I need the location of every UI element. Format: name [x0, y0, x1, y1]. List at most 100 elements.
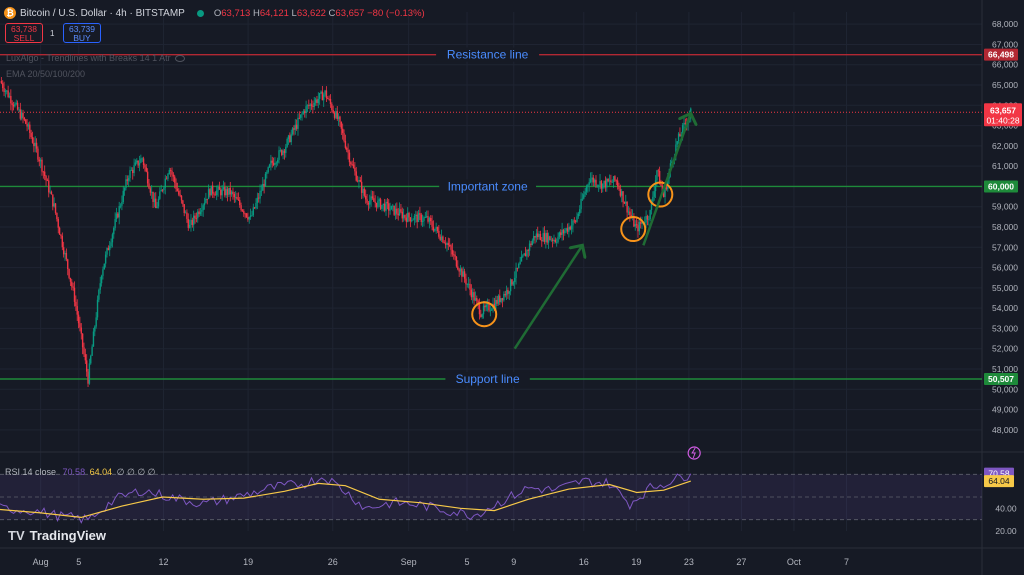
- candle: [37, 148, 39, 160]
- candle: [412, 219, 414, 221]
- symbol-title[interactable]: Bitcoin / U.S. Dollar · 4h · BITSTAMP: [20, 7, 185, 19]
- candle: [439, 236, 441, 241]
- candle: [115, 213, 118, 220]
- level-price-tag: [984, 48, 1018, 61]
- candle: [574, 220, 577, 222]
- candle: [255, 202, 257, 209]
- candle: [371, 196, 374, 199]
- candle: [130, 169, 133, 171]
- candle: [458, 269, 460, 272]
- rsi-legend[interactable]: RSI 14 close 70.58 64.04 ∅ ∅ ∅ ∅: [5, 467, 156, 478]
- x-tick-label: 26: [328, 557, 338, 567]
- candle: [287, 135, 290, 139]
- candle: [547, 236, 550, 243]
- candle: [560, 232, 562, 235]
- candle: [419, 213, 421, 215]
- candle: [511, 279, 513, 285]
- candle: [611, 182, 613, 183]
- candle: [637, 225, 639, 232]
- candle: [570, 225, 573, 230]
- buy-button[interactable]: 63,739 BUY: [63, 23, 101, 43]
- candle: [282, 150, 284, 155]
- candle: [41, 159, 43, 172]
- candle: [518, 263, 520, 269]
- candle: [291, 128, 294, 135]
- candle: [127, 178, 130, 181]
- candle: [11, 103, 13, 105]
- candle: [172, 174, 175, 177]
- candle: [373, 198, 375, 202]
- candle: [658, 170, 661, 185]
- candle: [180, 195, 183, 201]
- candle: [161, 189, 164, 191]
- candle: [148, 183, 150, 189]
- candle: [379, 199, 382, 209]
- candle: [144, 165, 146, 168]
- candle: [95, 317, 97, 327]
- candle: [251, 215, 253, 217]
- candle: [431, 221, 433, 227]
- candle: [83, 347, 85, 355]
- level-price-label: 66,498: [988, 50, 1014, 60]
- candle: [168, 170, 171, 175]
- candle: [625, 201, 627, 204]
- candle: [592, 177, 594, 183]
- candle: [385, 201, 387, 211]
- candle: [133, 165, 135, 174]
- candle: [323, 94, 325, 101]
- sell-button[interactable]: 63,738 SELL: [5, 23, 43, 43]
- candle: [222, 187, 225, 190]
- candle: [572, 220, 574, 226]
- candle: [545, 232, 547, 242]
- candle: [340, 121, 343, 129]
- candle: [397, 213, 399, 216]
- candle: [389, 209, 391, 211]
- candle: [42, 171, 45, 173]
- level-price-label: 60,000: [988, 181, 1014, 191]
- candle: [650, 201, 653, 210]
- candle: [604, 180, 607, 188]
- level-label-bg: [436, 47, 540, 62]
- candle: [228, 187, 230, 195]
- candle: [182, 200, 184, 205]
- low-value: 63,622: [296, 7, 326, 19]
- candle: [149, 188, 152, 193]
- indicator-ema[interactable]: EMA 20/50/100/200: [6, 69, 86, 79]
- candle: [221, 189, 223, 196]
- tradingview-logo[interactable]: TV TradingView: [8, 528, 106, 543]
- candle: [232, 191, 234, 194]
- y-tick-label: 51,000: [992, 364, 1018, 374]
- candle: [301, 113, 303, 115]
- candle: [98, 289, 100, 300]
- candle: [295, 124, 298, 129]
- candle: [367, 202, 370, 205]
- indicator-luxalgo[interactable]: LuxAlgo - Trendlines with Breaks 14 1 At…: [6, 53, 185, 63]
- candle: [54, 203, 57, 213]
- x-tick-label: 9: [511, 557, 516, 567]
- candle: [107, 248, 110, 251]
- candle: [118, 206, 120, 218]
- candle: [526, 250, 528, 257]
- visibility-icon[interactable]: [174, 55, 185, 63]
- candle: [488, 303, 490, 311]
- candle: [141, 158, 143, 160]
- candle: [388, 203, 390, 211]
- candle: [374, 201, 376, 203]
- y-tick-label: 58,000: [992, 222, 1018, 232]
- candle: [499, 295, 501, 302]
- open-value: 63,713: [221, 7, 251, 19]
- candle: [612, 176, 615, 183]
- candle: [298, 117, 301, 119]
- buy-price: 63,739: [69, 24, 95, 34]
- candle: [152, 191, 154, 202]
- candle: [627, 211, 630, 213]
- candle: [382, 203, 385, 206]
- candle: [584, 191, 586, 195]
- candle: [33, 142, 35, 147]
- y-tick-label: 61,000: [992, 161, 1018, 171]
- rsi-tick-label: 20.00: [995, 526, 1017, 536]
- candle: [90, 355, 92, 364]
- candle: [532, 236, 535, 241]
- candle: [641, 222, 643, 224]
